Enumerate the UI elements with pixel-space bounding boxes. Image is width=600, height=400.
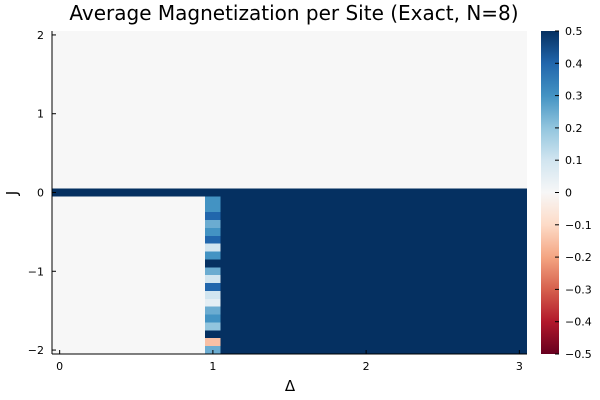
heatmap-cell (205, 290, 221, 299)
colorbar-tick-label: −0.5 (565, 348, 592, 361)
chart-title: Average Magnetization per Site (Exact, N… (69, 1, 518, 25)
heatmap-cell (205, 204, 221, 213)
heatmap-cell (205, 283, 221, 291)
colorbar-tick-label: 0.1 (565, 154, 583, 167)
y-tick-label: −1 (28, 265, 44, 278)
x-tick-label: 0 (56, 360, 63, 373)
heatmap-cell (205, 251, 221, 260)
colorbar-tick-label: −0.2 (565, 251, 592, 264)
y-tick-label: 0 (37, 187, 44, 200)
y-tick-label: 2 (37, 29, 44, 42)
heatmap-cell (205, 212, 221, 221)
x-tick-label: 3 (516, 360, 523, 373)
colorbar-tick-label: 0.5 (565, 25, 583, 38)
heatmap-cell (205, 298, 221, 307)
x-tick-label: 1 (209, 360, 216, 373)
heatmap-cell (205, 267, 221, 276)
heatmap-cell (205, 259, 221, 268)
heatmap-region-2 (52, 196, 206, 354)
heatmap-cell (205, 243, 221, 252)
colorbar-tick-label: −0.3 (565, 283, 592, 296)
heatmap-cell (205, 275, 221, 284)
plot-axes: 0 1 2 3 −2 −1 0 1 2 (28, 29, 527, 373)
heatmap-region-1 (52, 188, 527, 197)
heatmap-cells (52, 31, 527, 354)
colorbar: −0.5 −0.4 −0.3 −0.2 −0.1 0 0.1 0.2 0.3 0.4 0.5 (541, 25, 592, 361)
heatmap-cell (205, 338, 221, 347)
x-axis-label: Δ (285, 377, 296, 395)
heatmap-cell (205, 314, 221, 323)
colorbar-gradient (541, 31, 559, 354)
heatmap-cell (205, 306, 221, 315)
heatmap-cell (205, 330, 221, 339)
heatmap-region-3 (220, 196, 527, 354)
y-axis-label: J (3, 191, 21, 196)
heatmap-cell (205, 227, 221, 236)
x-tick-label: 2 (363, 360, 370, 373)
colorbar-tick-label: −0.1 (565, 219, 592, 232)
colorbar-tick-label: 0.2 (565, 122, 583, 135)
colorbar-tick-label: −0.4 (565, 316, 592, 329)
heatmap-cell (205, 196, 221, 205)
heatmap-cell (205, 220, 221, 228)
heatmap-cell (205, 322, 221, 331)
y-tick-label: −2 (28, 344, 44, 357)
colorbar-tick-label: 0 (565, 187, 572, 200)
heatmap-region-0 (52, 31, 527, 193)
heatmap-cell (205, 235, 221, 244)
y-tick-label: 1 (37, 108, 44, 121)
colorbar-tick-label: 0.4 (565, 57, 583, 70)
colorbar-tick-label: 0.3 (565, 90, 583, 103)
